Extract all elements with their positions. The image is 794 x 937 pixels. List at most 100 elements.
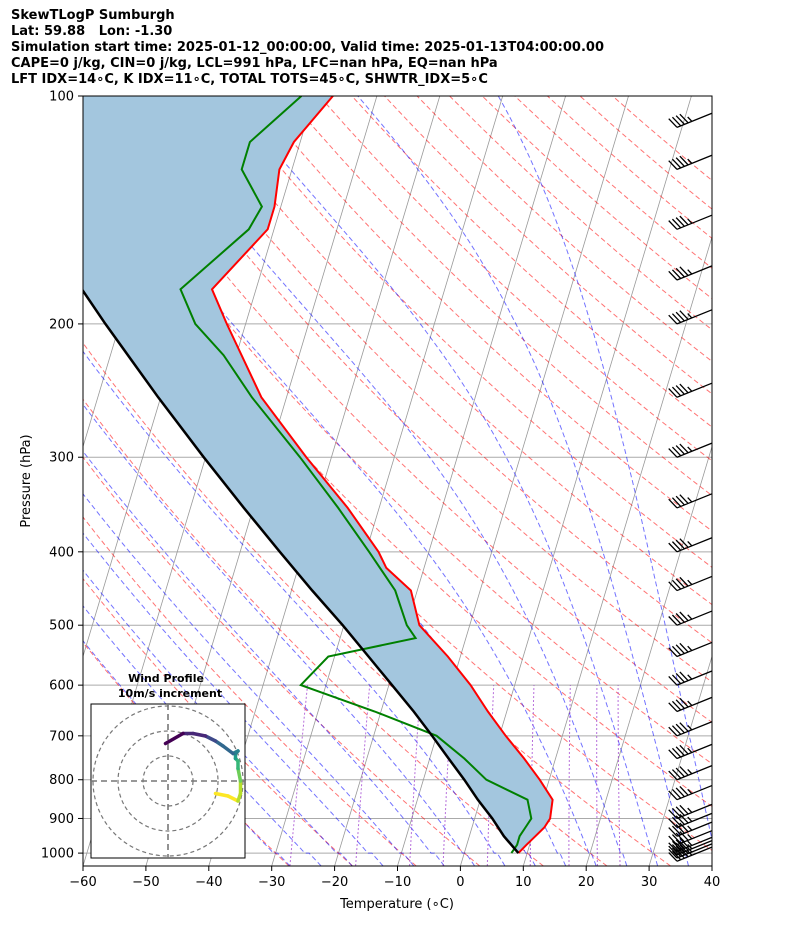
wind-barb-staff <box>676 846 713 862</box>
wind-barb-half-flag <box>687 725 693 731</box>
x-tick-label: 30 <box>641 875 658 890</box>
wind-barb <box>668 575 713 592</box>
dry-adiabat-line <box>83 342 608 866</box>
wind-barb-flag <box>679 766 689 776</box>
wind-barb-flag <box>668 388 678 398</box>
wind-barb-flag <box>668 448 678 458</box>
wind-barb-flag <box>671 747 682 758</box>
wind-barb-flag <box>668 314 678 325</box>
wind-barb-half-flag <box>687 700 693 706</box>
y-tick-label: 400 <box>49 545 74 560</box>
wind-barb-flag <box>675 495 685 506</box>
wind-barb-flag <box>679 310 689 320</box>
wind-barb-staff <box>676 670 713 686</box>
wind-barb-flag <box>671 847 682 857</box>
isotherm-line <box>648 654 712 866</box>
hodograph-ring <box>117 730 219 832</box>
wind-barb-flag <box>675 385 685 395</box>
wind-barb-staff <box>676 696 713 713</box>
wind-barb-staff <box>676 803 713 820</box>
wind-barb <box>668 154 713 170</box>
wind-barb-staff <box>676 839 713 856</box>
wind-barb-flag <box>679 744 689 755</box>
y-tick-label: 100 <box>49 90 74 105</box>
dry-adiabat-line <box>83 131 712 765</box>
wind-barb <box>668 493 713 509</box>
wind-barb-flag <box>671 158 682 169</box>
wind-barb-staff <box>676 610 713 626</box>
wind-barb-half-flag <box>687 158 693 164</box>
wind-barb-flag <box>671 840 682 851</box>
wind-barb-half-flag <box>687 674 693 680</box>
dry-adiabat-line <box>579 96 712 210</box>
wind-barb-flag <box>675 445 685 455</box>
wind-barb <box>668 821 713 837</box>
wind-barb-flag <box>679 494 689 504</box>
wind-barb-staff <box>676 214 713 230</box>
wind-barb-flag <box>679 697 689 708</box>
wind-barb-flag <box>679 804 689 815</box>
parcel-area-shading <box>83 96 553 854</box>
wind-barb-flag <box>671 674 682 685</box>
hodograph-inset: Wind Profile 10m/s increment <box>90 672 246 859</box>
wind-barb-staff <box>676 154 713 170</box>
wind-barb-flag <box>675 806 685 816</box>
wind-barb-flag <box>679 786 689 796</box>
isotherm-line <box>522 235 712 866</box>
wind-barb-flag <box>679 671 689 682</box>
moist-adiabat-line <box>83 403 476 866</box>
moist-adiabat-line <box>83 493 415 866</box>
axes: −60 −50 −40 −30 −20 −10 0 10 20 30 40 100 200 300 400 5… <box>41 90 720 891</box>
wind-barb-flag <box>668 842 678 852</box>
wind-barb-flag <box>668 542 678 553</box>
wind-barb-half-flag <box>687 497 693 503</box>
wind-barb <box>668 309 713 325</box>
wind-barb-staff <box>676 536 713 553</box>
wind-barb-staff <box>676 309 713 325</box>
wind-barb-flag <box>675 824 685 834</box>
wind-barb <box>668 696 713 713</box>
dry-adiabat-line <box>351 96 712 428</box>
wind-barb <box>668 610 713 626</box>
dewpoint-line <box>179 96 533 854</box>
stability-indices: LFT IDX=14∘C, K IDX=11∘C, TOTAL TOTS=45∘… <box>11 72 488 87</box>
wind-barb-flag <box>679 822 689 833</box>
wind-barb <box>668 536 713 553</box>
mixing-ratio-line <box>596 685 598 866</box>
convective-parameters: CAPE=0 j/kg, CIN=0 j/kg, LCL=991 hPa, LF… <box>11 56 498 71</box>
moist-adiabat-line <box>357 96 689 866</box>
y-tick-label: 600 <box>49 679 74 694</box>
wind-barb <box>668 720 713 737</box>
hodograph-subtitle: 10m/s increment <box>118 687 222 700</box>
hodograph-trace-segment <box>213 791 230 798</box>
wind-barb-flag <box>671 446 682 457</box>
wind-barb-flag <box>675 157 685 167</box>
wind-barb-flag <box>675 115 685 125</box>
dry-adiabat-line <box>83 456 481 866</box>
wind-barb-half-flag <box>687 218 693 224</box>
x-tick-label: 40 <box>704 875 721 890</box>
wind-barb-flag <box>675 787 685 798</box>
hodograph-trace-segment <box>226 794 240 803</box>
wind-barb <box>668 803 713 820</box>
wind-barb-flag <box>671 386 682 397</box>
wind-barb-flag <box>668 790 678 801</box>
isotherm-line <box>711 864 712 866</box>
wind-barb <box>668 843 713 859</box>
wind-barb-flag <box>671 614 682 625</box>
hodograph-trace-segment <box>203 734 218 743</box>
wind-barb-half-flag <box>687 614 693 620</box>
wind-barb-flag <box>668 852 678 862</box>
x-tick-label: −60 <box>69 875 96 890</box>
wind-barb-staff <box>676 829 713 846</box>
wind-barb-flag <box>671 116 682 127</box>
wind-barb-flag <box>679 155 689 166</box>
x-tick-label: −20 <box>321 875 348 890</box>
wind-barb-staff <box>676 442 713 458</box>
wind-barb-flag <box>675 673 685 683</box>
moist-adiabat-line <box>131 96 628 866</box>
wind-barb-flag <box>679 611 689 622</box>
x-tick-label: 20 <box>578 875 595 890</box>
wind-barb-flag <box>671 269 682 279</box>
wind-barb-flag <box>675 723 685 734</box>
